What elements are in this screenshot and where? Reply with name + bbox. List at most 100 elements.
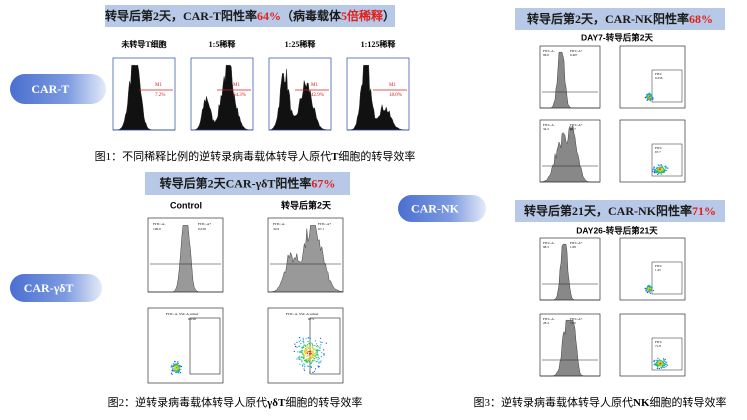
gate-value: 67.7: [655, 150, 661, 154]
cell-dot: [175, 365, 177, 367]
cell-dot: [317, 345, 319, 347]
cell-dot: [306, 362, 308, 364]
cell-dot: [177, 371, 179, 374]
cell-dot: [302, 356, 304, 358]
cell-dot: [312, 354, 314, 356]
cell-dot: [656, 361, 658, 363]
scatter-gate: [189, 317, 221, 375]
histogram: [267, 225, 344, 293]
gate-label: M1: [233, 83, 240, 88]
cell-dot: [656, 169, 658, 171]
plot-frame: [539, 237, 601, 301]
cell-dot: [647, 288, 650, 290]
cell-dot: [314, 352, 316, 354]
cell-dot: [319, 346, 321, 348]
plot-frame: [267, 307, 344, 384]
label-pill: [10, 74, 106, 104]
gate-label: M1: [311, 83, 318, 88]
cell-dot: [170, 372, 173, 374]
cell-dot: [313, 358, 315, 360]
cell-dot: [655, 170, 658, 172]
cell-dot: [303, 355, 305, 357]
cell-dot: [657, 357, 659, 359]
cell-dot: [309, 360, 311, 362]
cell-dot: [661, 170, 663, 172]
group-subtitle: DAY7-转导后第2天: [581, 32, 653, 42]
cell-dot: [178, 369, 180, 371]
cell-dot: [311, 360, 313, 362]
cell-dot: [663, 359, 665, 361]
cell-dot: [317, 346, 319, 348]
cell-dot: [303, 360, 306, 362]
cell-dot: [657, 170, 659, 172]
cell-dot: [307, 361, 309, 363]
cell-dot: [312, 349, 314, 351]
cell-dot: [179, 372, 182, 374]
cell-dot: [301, 359, 303, 361]
cell-dot: [653, 167, 655, 169]
cell-dot: [320, 360, 322, 362]
text-part: 转导后第21天，CAR-NK阳性率: [524, 203, 692, 218]
cell-dot: [315, 354, 317, 356]
cell-dot: [315, 345, 317, 347]
cell-dot: [652, 289, 655, 292]
gate-label: FITC-A-: [543, 123, 555, 127]
cell-dot: [663, 169, 665, 171]
text-part: NK: [633, 397, 650, 409]
cell-dot: [320, 337, 322, 339]
cell-dot: [317, 366, 320, 368]
gate-percent: 64.3%: [233, 93, 246, 98]
cell-dot: [651, 96, 653, 98]
banner-bg: [515, 200, 725, 222]
gate-label: FITC-A+: [318, 222, 331, 226]
cell-dot: [308, 365, 310, 367]
text-part: 细胞的转导效率: [285, 395, 362, 409]
plot-frame: [112, 57, 176, 131]
cell-dot: [302, 337, 304, 339]
cell-dot: [662, 170, 665, 172]
gate-label: FITC: [655, 264, 663, 268]
gate-label: FITC-A+: [198, 222, 211, 226]
group-subtitle: DAY26-转导后第21天: [576, 225, 658, 235]
cell-dot: [659, 360, 661, 362]
gate-label: FITC-A+: [570, 241, 583, 245]
caption: 图2：逆转录病毒载体转导人原代γδT细胞的转导效率: [108, 395, 363, 409]
cell-dot: [303, 368, 305, 370]
histogram: [191, 65, 253, 131]
cell-dot: [649, 96, 651, 98]
gate-label: FITC: [655, 340, 663, 344]
cell-dot: [303, 344, 305, 346]
cell-dot: [662, 363, 664, 365]
cell-dot: [307, 345, 309, 347]
cell-dot: [309, 354, 311, 356]
cell-dot: [302, 350, 304, 352]
gate-value: 32.9: [273, 227, 279, 231]
cell-dot: [306, 352, 309, 355]
cell-dot: [171, 373, 173, 375]
cell-dot: [174, 361, 176, 363]
cell-dot: [298, 341, 300, 343]
column-title: 转导后第2天: [281, 199, 332, 210]
cell-dot: [307, 340, 309, 342]
cell-dot: [314, 354, 316, 356]
cell-dot: [312, 351, 314, 353]
scatter-gate: [651, 69, 683, 103]
cell-dot: [304, 348, 307, 350]
cell-dot: [320, 344, 322, 346]
cell-dot: [302, 364, 304, 366]
cell-dot: [646, 99, 648, 101]
cell-dot: [180, 365, 183, 368]
cell-dot: [658, 169, 660, 171]
cell-dot: [645, 290, 647, 292]
cell-dot: [654, 168, 656, 170]
cell-dot: [323, 353, 325, 355]
cell-dot: [658, 359, 660, 361]
histogram: [347, 65, 409, 131]
cell-dot: [300, 356, 302, 359]
cell-dot: [658, 165, 660, 167]
cell-dot: [646, 95, 649, 97]
cell-dot: [299, 337, 301, 339]
cell-dot: [666, 364, 668, 366]
cell-dot: [657, 362, 660, 364]
